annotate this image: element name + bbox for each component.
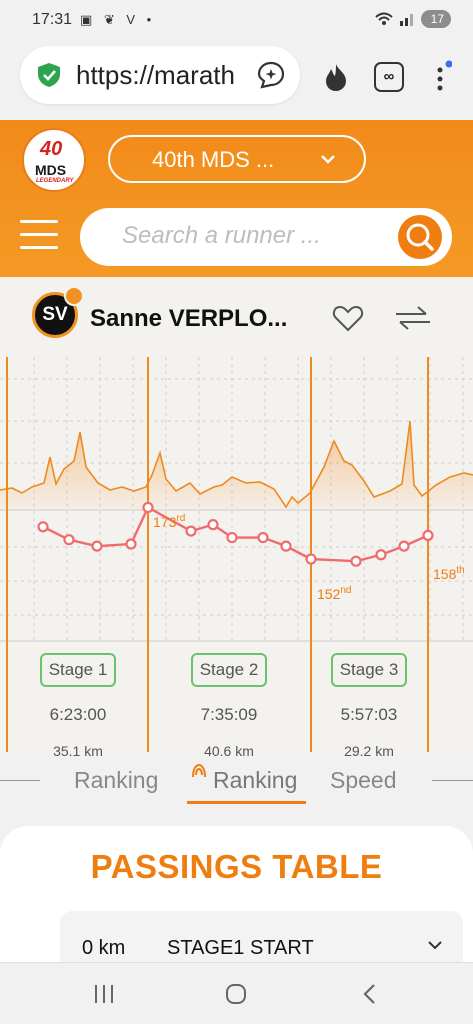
chat-assistant-icon[interactable]: [256, 60, 286, 90]
stage-3-button[interactable]: Stage 3: [330, 653, 408, 687]
elevation-area: [0, 421, 473, 510]
race-selector-label: 40th MDS ...: [152, 147, 275, 172]
rank-label-152: 152nd: [317, 585, 351, 602]
logo-subtext: LEGENDARY: [36, 178, 74, 184]
notification-icons: ▣ ❦ V •: [80, 12, 156, 27]
runner-header: SV Sanne VERPLO...: [0, 277, 473, 357]
ranking-chart: 173rd 152nd 158th Stage 1 6:23:00 35.1 k…: [0, 357, 473, 759]
rank-point[interactable]: [305, 553, 317, 565]
stage-1-info: Stage 1 6:23:00 35.1 km: [36, 653, 120, 759]
back-icon[interactable]: [360, 982, 380, 1006]
elevation-profile: [0, 420, 473, 510]
chart-svg: 173rd 152nd 158th: [0, 357, 473, 752]
rank-point[interactable]: [280, 540, 292, 552]
tab-divider: [432, 780, 473, 781]
site-header: 40 MDS LEGENDARY 40th MDS ...: [0, 120, 473, 277]
rank-point[interactable]: [375, 549, 387, 561]
battery-icon: 17: [420, 10, 451, 28]
status-bar: 17:31 ▣ ❦ V • 17: [0, 0, 473, 42]
tab-divider: [0, 780, 40, 781]
rank-point[interactable]: [226, 531, 238, 544]
stage-1-distance: 35.1 km: [53, 743, 103, 759]
hamburger-menu-icon[interactable]: [20, 220, 58, 252]
stage-3-distance: 29.2 km: [344, 743, 394, 759]
status-right: 17: [374, 10, 451, 28]
stage-1-button[interactable]: Stage 1: [39, 653, 117, 687]
stage-3-info: Stage 3 5:57:03 29.2 km: [327, 653, 411, 759]
rank-point[interactable]: [257, 531, 269, 544]
mds-logo[interactable]: 40 MDS LEGENDARY: [22, 128, 86, 192]
menu-kebab-icon[interactable]: [432, 60, 452, 94]
passing-km: 0 km: [82, 937, 126, 959]
rank-point[interactable]: [63, 534, 75, 546]
rank-point[interactable]: [185, 525, 197, 537]
recent-apps-icon[interactable]: [92, 983, 116, 1005]
logo-text: MDS: [35, 162, 67, 178]
tab-ranking[interactable]: Ranking: [74, 767, 159, 793]
rank-point[interactable]: [91, 540, 103, 552]
passing-name: STAGE1 START: [167, 937, 314, 959]
url-text[interactable]: https://marath: [76, 60, 235, 90]
passings-title: PASSINGS TABLE: [90, 848, 383, 885]
shield-icon: [38, 63, 60, 87]
rank-labels: 173rd 152nd 158th: [153, 513, 465, 602]
rank-point[interactable]: [398, 540, 410, 552]
compare-arrows-icon[interactable]: [394, 303, 432, 333]
race-selector[interactable]: 40th MDS ...: [108, 135, 366, 183]
rank-label-173: 173rd: [153, 513, 185, 530]
browser-toolbar: https://marath ∞: [0, 42, 473, 120]
stage-3-time: 5:57:03: [340, 705, 398, 724]
stage-2-distance: 40.6 km: [204, 743, 254, 759]
address-bar[interactable]: https://marath: [20, 46, 300, 104]
rank-label-158: 158th: [433, 565, 465, 582]
rank-series: [37, 501, 434, 567]
avatar: SV: [32, 292, 78, 338]
stage-2-time: 7:35:09: [200, 705, 258, 724]
system-nav-bar: [0, 962, 473, 1024]
heart-icon[interactable]: [332, 303, 364, 333]
stage-1-time: 6:23:00: [49, 705, 107, 724]
rank-point[interactable]: [350, 555, 362, 567]
edit-badge-icon: [64, 286, 84, 306]
fire-icon[interactable]: [322, 62, 350, 92]
elevation-line: [0, 420, 473, 509]
search-input[interactable]: [122, 220, 382, 252]
rank-point[interactable]: [37, 521, 49, 533]
chevron-down-icon: [321, 155, 335, 164]
tab-ranking-active[interactable]: Ranking: [213, 767, 298, 793]
tab-speed[interactable]: Speed: [330, 767, 397, 793]
chart-tabs: Ranking Ranking Speed: [0, 757, 473, 823]
passing-row[interactable]: 0 km STAGE1 START: [60, 911, 463, 971]
logo-number: 40: [40, 138, 63, 160]
stage-2-button[interactable]: Stage 2: [190, 653, 268, 687]
infinity-icon[interactable]: ∞: [374, 62, 404, 92]
home-icon[interactable]: [224, 982, 248, 1006]
chevron-down-icon: [428, 941, 442, 950]
rank-point[interactable]: [125, 538, 137, 550]
search-button[interactable]: [398, 215, 442, 259]
search-icon: [406, 223, 434, 251]
rank-point[interactable]: [422, 529, 434, 541]
status-time: 17:31: [32, 11, 73, 28]
stage-2-info: Stage 2 7:35:09 40.6 km: [187, 653, 271, 759]
rank-point[interactable]: [142, 501, 154, 514]
runner-icon: [192, 763, 206, 778]
active-tab-indicator: [187, 801, 306, 804]
rank-point[interactable]: [207, 519, 219, 531]
signal-icon: [399, 14, 413, 26]
wifi-icon: [374, 12, 393, 25]
runner-search: [80, 208, 452, 266]
passings-card: PASSINGS TABLE 0 km STAGE1 START: [0, 826, 473, 971]
runner-name: Sanne VERPLO...: [90, 305, 288, 332]
